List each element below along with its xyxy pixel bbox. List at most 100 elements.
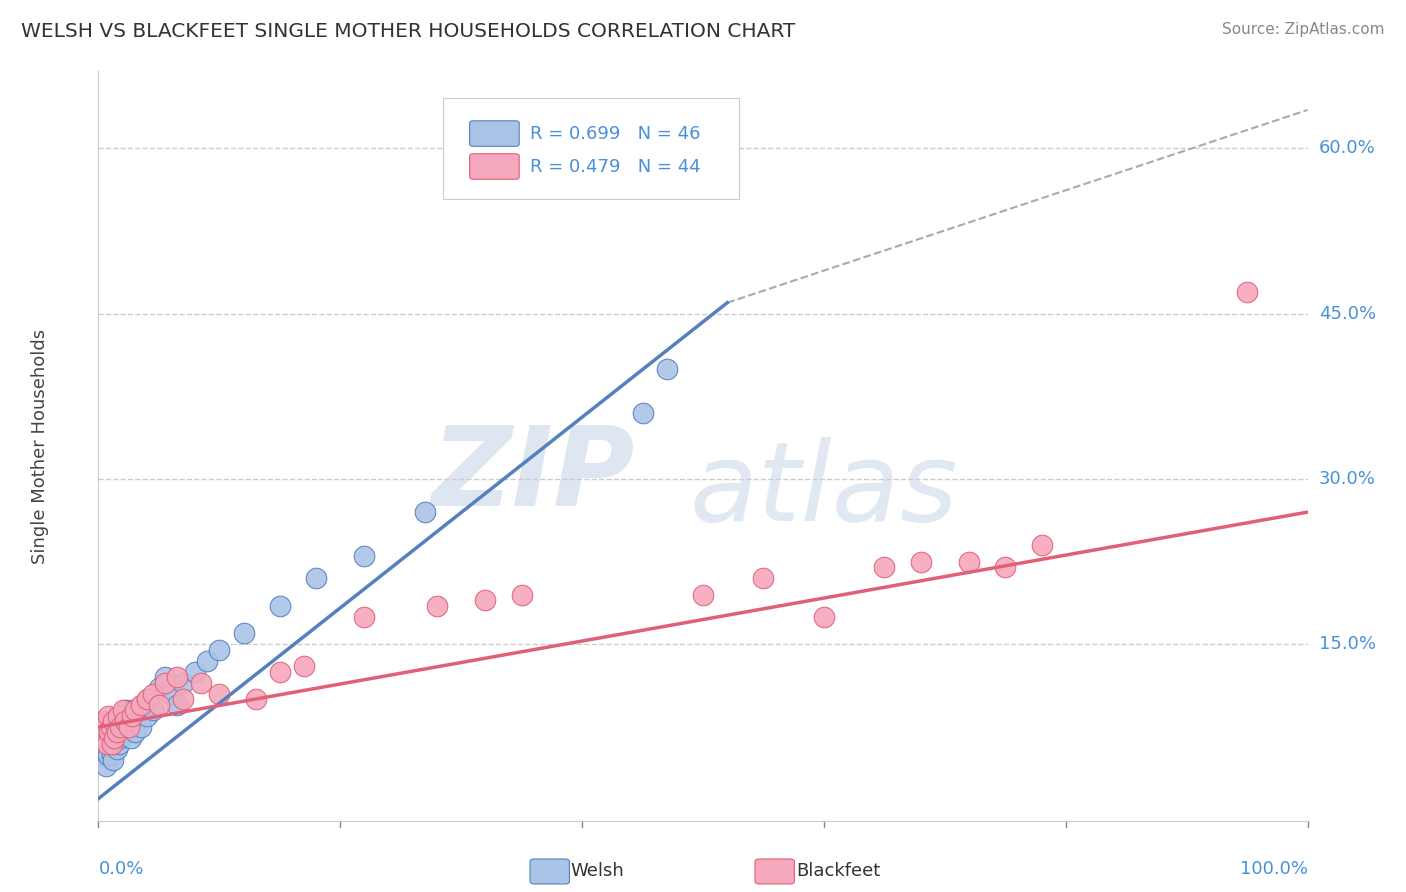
- Point: [114, 725, 136, 739]
- Point: [129, 698, 152, 712]
- Point: [101, 714, 124, 729]
- Point: [692, 588, 714, 602]
- Point: [114, 714, 136, 729]
- Point: [104, 725, 127, 739]
- Point: [166, 670, 188, 684]
- Point: [292, 659, 315, 673]
- Point: [91, 714, 114, 729]
- Text: 100.0%: 100.0%: [1240, 860, 1308, 878]
- Point: [142, 687, 165, 701]
- Point: [474, 593, 496, 607]
- Text: 30.0%: 30.0%: [1319, 470, 1375, 488]
- Point: [752, 571, 775, 585]
- Point: [108, 737, 131, 751]
- Point: [148, 698, 170, 712]
- Point: [93, 720, 115, 734]
- Point: [129, 720, 152, 734]
- Point: [873, 560, 896, 574]
- Point: [101, 753, 124, 767]
- Point: [957, 555, 980, 569]
- Text: Welsh: Welsh: [571, 863, 624, 880]
- Text: 0.0%: 0.0%: [98, 860, 143, 878]
- Text: R = 0.479   N = 44: R = 0.479 N = 44: [530, 158, 700, 176]
- Point: [172, 692, 194, 706]
- Point: [269, 665, 291, 679]
- Point: [269, 599, 291, 613]
- Point: [100, 737, 122, 751]
- Point: [105, 742, 128, 756]
- Point: [112, 709, 135, 723]
- Point: [111, 703, 134, 717]
- Point: [127, 709, 149, 723]
- Text: 45.0%: 45.0%: [1319, 305, 1376, 323]
- Point: [120, 731, 142, 745]
- Point: [100, 731, 122, 745]
- Point: [148, 681, 170, 696]
- Point: [353, 609, 375, 624]
- Point: [103, 731, 125, 745]
- Point: [134, 698, 156, 712]
- Point: [105, 725, 128, 739]
- Point: [121, 709, 143, 723]
- FancyBboxPatch shape: [470, 120, 519, 146]
- Point: [172, 676, 194, 690]
- Point: [108, 731, 131, 745]
- Text: Source: ZipAtlas.com: Source: ZipAtlas.com: [1222, 22, 1385, 37]
- Point: [90, 725, 112, 739]
- Text: Blackfeet: Blackfeet: [796, 863, 880, 880]
- Point: [245, 692, 267, 706]
- Point: [108, 720, 131, 734]
- Text: 60.0%: 60.0%: [1319, 139, 1375, 158]
- Point: [121, 703, 143, 717]
- Point: [232, 626, 254, 640]
- Point: [107, 709, 129, 723]
- Point: [118, 714, 141, 729]
- Point: [910, 555, 932, 569]
- Point: [91, 725, 114, 739]
- Text: R = 0.699   N = 46: R = 0.699 N = 46: [530, 125, 700, 143]
- Text: 15.0%: 15.0%: [1319, 635, 1375, 653]
- Point: [190, 676, 212, 690]
- Point: [142, 703, 165, 717]
- Point: [305, 571, 328, 585]
- Point: [138, 692, 160, 706]
- Point: [153, 670, 176, 684]
- Point: [100, 747, 122, 762]
- Point: [103, 737, 125, 751]
- Point: [118, 720, 141, 734]
- Point: [111, 720, 134, 734]
- Point: [510, 588, 533, 602]
- Point: [100, 720, 122, 734]
- Point: [184, 665, 207, 679]
- Point: [166, 698, 188, 712]
- Point: [426, 599, 449, 613]
- Point: [413, 505, 436, 519]
- Point: [115, 703, 138, 717]
- Point: [91, 731, 114, 745]
- Point: [631, 406, 654, 420]
- Point: [107, 714, 129, 729]
- Text: Single Mother Households: Single Mother Households: [31, 328, 49, 564]
- Point: [124, 725, 146, 739]
- Text: WELSH VS BLACKFEET SINGLE MOTHER HOUSEHOLDS CORRELATION CHART: WELSH VS BLACKFEET SINGLE MOTHER HOUSEHO…: [21, 22, 796, 41]
- Point: [97, 747, 120, 762]
- Text: ZIP: ZIP: [432, 423, 636, 530]
- Point: [96, 737, 118, 751]
- Point: [353, 549, 375, 564]
- Point: [98, 725, 121, 739]
- Point: [97, 709, 120, 723]
- Point: [160, 687, 183, 701]
- Point: [208, 643, 231, 657]
- Point: [195, 654, 218, 668]
- Point: [91, 747, 114, 762]
- Point: [153, 676, 176, 690]
- Point: [94, 758, 117, 772]
- Point: [1031, 538, 1053, 552]
- Point: [90, 737, 112, 751]
- Point: [813, 609, 835, 624]
- Point: [96, 737, 118, 751]
- FancyBboxPatch shape: [443, 97, 740, 199]
- Point: [98, 725, 121, 739]
- Point: [208, 687, 231, 701]
- Point: [93, 742, 115, 756]
